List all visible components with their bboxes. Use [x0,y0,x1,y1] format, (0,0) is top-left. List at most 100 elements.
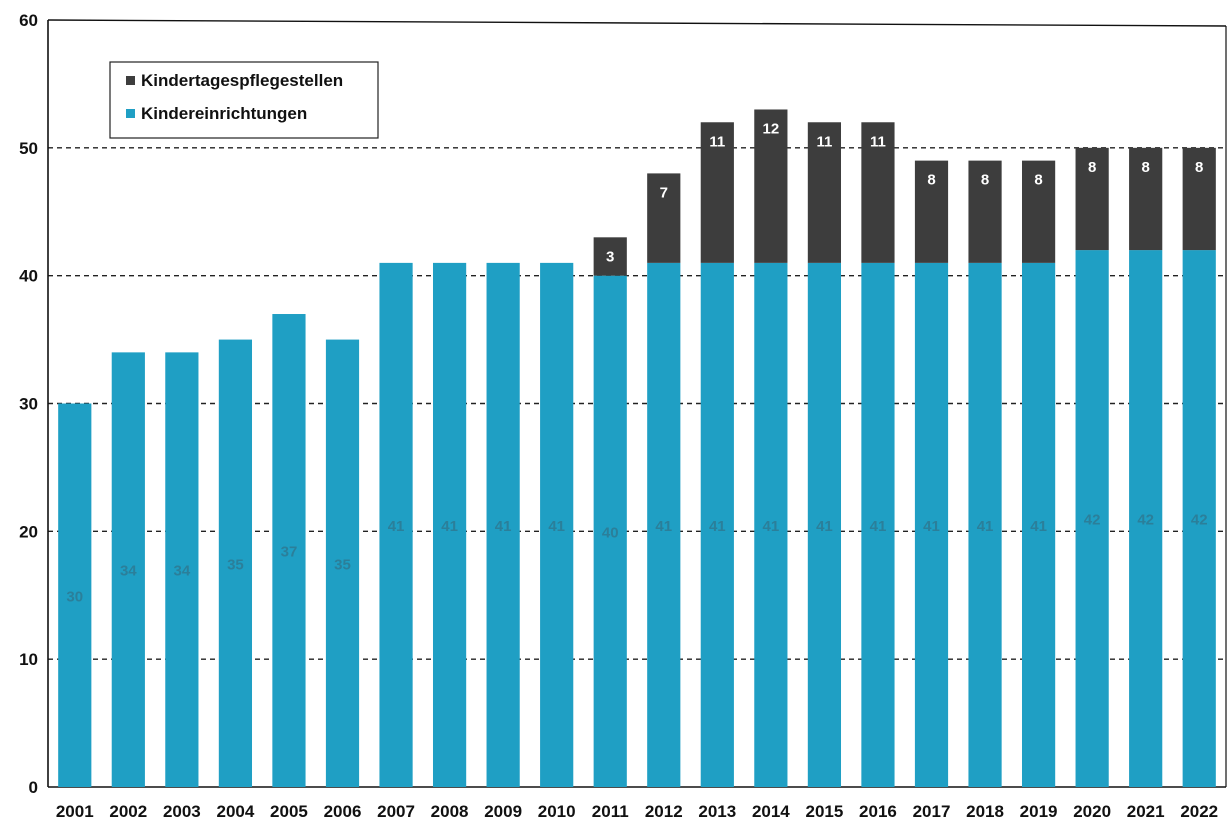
bar-kindertagespflegestellen [700,122,734,263]
data-label-kindertagespflegestellen: 11 [816,133,832,150]
y-tick-label: 50 [19,139,38,158]
data-label-kindereinrichtungen: 41 [977,518,994,535]
bar-kindereinrichtungen [432,262,467,788]
bar-kindereinrichtungen [540,262,574,788]
x-tick-label: 2015 [805,802,843,821]
bar-kindereinrichtungen [647,262,681,788]
x-tick-label: 2014 [752,802,790,821]
bar-kindereinrichtungen [754,262,788,788]
bar-kindertagespflegestellen [1021,160,1056,263]
data-label-kindereinrichtungen: 35 [227,556,244,573]
y-tick-label: 40 [19,267,38,286]
bar-kindereinrichtungen [861,262,895,788]
bar-kindereinrichtungen [218,339,253,787]
bar-kindereinrichtungen [1182,250,1216,788]
data-label-kindertagespflegestellen: 8 [1142,159,1150,176]
data-label-kindereinrichtungen: 41 [388,518,405,535]
x-tick-label: 2018 [966,802,1004,821]
bar-kindereinrichtungen [165,352,199,787]
data-label-kindereinrichtungen: 34 [120,563,137,580]
bar-kindereinrichtungen [58,403,92,787]
x-tick-label: 2022 [1180,802,1218,821]
data-label-kindertagespflegestellen: 8 [927,172,935,189]
data-label-kindereinrichtungen: 41 [548,518,565,535]
x-tick-label: 2021 [1127,802,1165,821]
bar-kindereinrichtungen [914,262,949,788]
bar-kindereinrichtungen [807,262,842,788]
bar-kindertagespflegestellen [647,173,681,263]
bar-kindereinrichtungen [1021,262,1056,788]
bar-kindereinrichtungen [593,275,627,787]
data-label-kindertagespflegestellen: 3 [606,248,614,265]
x-tick-label: 2017 [913,802,951,821]
data-label-kindereinrichtungen: 41 [763,518,780,535]
bar-kindereinrichtungen [968,262,1002,788]
x-tick-label: 2008 [431,802,469,821]
bar-kindertagespflegestellen [1129,147,1163,251]
x-tick-label: 2016 [859,802,897,821]
bar-kindertagespflegestellen [807,122,842,263]
data-label-kindertagespflegestellen: 8 [1195,159,1203,176]
x-tick-label: 2019 [1020,802,1058,821]
x-tick-label: 2003 [163,802,201,821]
data-label-kindereinrichtungen: 41 [923,518,940,535]
x-tick-label: 2013 [698,802,736,821]
legend-swatch [126,109,135,118]
x-tick-label: 2005 [270,802,308,821]
data-label-kindertagespflegestellen: 12 [763,120,780,137]
x-tick-label: 2006 [324,802,362,821]
x-tick-label: 2002 [109,802,147,821]
bar-kindereinrichtungen [379,262,413,788]
bar-kindereinrichtungen [486,262,520,788]
x-tick-label: 2004 [216,802,254,821]
legend-swatch [126,76,135,85]
bar-kindertagespflegestellen [1075,147,1109,251]
x-tick-label: 2009 [484,802,522,821]
y-tick-label: 10 [19,650,38,669]
data-label-kindereinrichtungen: 41 [1030,518,1047,535]
data-label-kindertagespflegestellen: 11 [709,133,725,150]
data-label-kindereinrichtungen: 41 [816,518,833,535]
bar-kindereinrichtungen [325,339,360,787]
x-tick-label: 2012 [645,802,683,821]
data-label-kindereinrichtungen: 30 [66,588,83,605]
data-label-kindereinrichtungen: 35 [334,556,351,573]
data-label-kindereinrichtungen: 41 [495,518,512,535]
data-label-kindereinrichtungen: 34 [174,563,191,580]
bar-kindertagespflegestellen [593,237,627,276]
bar-kindereinrichtungen [700,262,734,788]
data-label-kindereinrichtungen: 42 [1084,512,1101,529]
bar-kindereinrichtungen [272,314,306,787]
data-label-kindereinrichtungen: 41 [655,518,672,535]
bar-kindertagespflegestellen [914,160,949,263]
bar-kindereinrichtungen [111,352,145,787]
bar-kindertagespflegestellen [861,122,895,263]
data-label-kindereinrichtungen: 41 [709,518,726,535]
x-tick-labels: 2001 2002 2003 2004 2005 2006 2007 2008 2009 2010… [56,802,1218,821]
x-tick-label: 2011 [592,802,629,821]
legend-label: Kindertagespflegestellen [141,71,343,90]
data-label-kindertagespflegestellen: 7 [660,184,668,201]
legend-box [109,61,379,139]
data-label-kindertagespflegestellen: 8 [1034,172,1042,189]
data-label-kindereinrichtungen: 41 [870,518,887,535]
y-tick-labels: 0 10 20 30 40 50 60 [19,11,38,797]
data-label-kindereinrichtungen: 40 [602,524,619,541]
bar-kindertagespflegestellen [1182,147,1216,251]
x-tick-label: 2007 [377,802,415,821]
data-label-kindereinrichtungen: 42 [1137,512,1154,529]
plot-top-border [47,19,1227,27]
y-tick-label: 30 [19,395,38,414]
bars: 30 34 34 35 37 35 41 41 41 41 40 3 41 7 41 11 41 12 41 11 41… [58,109,1216,788]
data-label-kindertagespflegestellen: 8 [981,172,989,189]
data-label-kindereinrichtungen: 42 [1191,512,1208,529]
x-tick-label: 2020 [1073,802,1111,821]
x-tick-label: 2010 [538,802,576,821]
bar-kindereinrichtungen [1075,250,1109,788]
data-label-kindereinrichtungen: 37 [281,544,298,561]
legend-label: Kindereinrichtungen [141,104,307,123]
data-label-kindertagespflegestellen: 11 [870,133,886,150]
y-tick-label: 0 [29,778,38,797]
bar-kindereinrichtungen [1129,250,1163,788]
bar-kindertagespflegestellen [968,160,1002,263]
